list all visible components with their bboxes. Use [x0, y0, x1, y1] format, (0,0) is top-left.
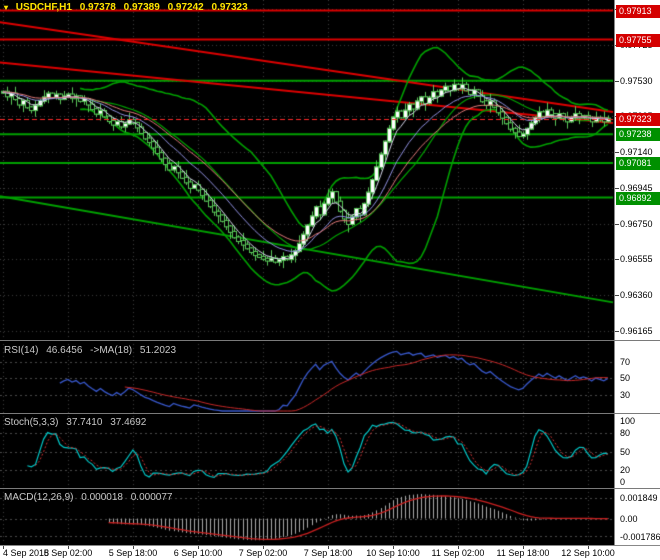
macd-name: MACD(12,26,9) — [4, 492, 74, 503]
price-grid-label: 0.96945 — [620, 182, 653, 193]
rsi-level-label: 50 — [620, 373, 631, 383]
stoch-level-label: 50 — [620, 446, 631, 457]
time-tick — [523, 546, 524, 549]
time-axis-label: 4 Sep 2018 — [3, 548, 50, 558]
macd-signal-value: 0.000077 — [130, 492, 173, 503]
symbol-marker-icon: ▾ — [4, 3, 9, 12]
macd-level-label: -0.001786 — [620, 532, 660, 542]
macd-level-label: 0.00 — [620, 513, 638, 524]
price-grid-label: 0.96555 — [620, 254, 653, 265]
time-tick — [588, 546, 589, 549]
time-axis[interactable]: 4 Sep 2018 5 Sep 02:00 5 Sep 18:00 6 Sep 10… — [0, 545, 660, 560]
price-grid-label: 0.97140 — [620, 147, 653, 158]
time-axis-label: 5 Sep 02:00 — [43, 548, 93, 558]
stoch-indicator-label: Stoch(5,3,3) 37.7410 37.4692 — [4, 417, 151, 428]
time-tick — [68, 546, 69, 549]
time-tick — [133, 546, 134, 549]
time-axis-label: 11 Sep 18:00 — [496, 548, 550, 558]
macd-indicator-label: MACD(12,26,9) 0.000018 0.000077 — [4, 492, 177, 503]
macd-value: 0.000018 — [81, 492, 123, 503]
price-level-badge: 0.97755 — [616, 33, 660, 47]
time-tick — [458, 546, 459, 549]
panel-separator-rsi[interactable] — [0, 340, 660, 341]
price-level-badge: 0.97323 — [616, 112, 660, 126]
rsi-value: 46.6456 — [46, 345, 83, 356]
price-grid-label: 0.96750 — [620, 218, 653, 229]
price-level-badge: 0.96892 — [616, 191, 660, 205]
rsi-name: RSI(14) — [4, 345, 39, 356]
time-tick — [393, 546, 394, 549]
time-axis-label: 6 Sep 10:00 — [173, 548, 223, 558]
ohlc-high: 0.97389 — [123, 2, 160, 13]
price-level-badge: 0.97238 — [616, 128, 660, 142]
time-tick — [198, 546, 199, 549]
price-axis-tick — [615, 331, 619, 332]
panel-separator-macd[interactable] — [0, 488, 660, 489]
time-axis-label: 7 Sep 18:00 — [303, 548, 353, 558]
stoch-level-label: 100 — [620, 415, 636, 426]
ohlc-close: 0.97323 — [211, 2, 248, 13]
time-tick — [3, 546, 4, 549]
time-axis-label: 11 Sep 02:00 — [431, 548, 485, 558]
stoch-level-label: 80 — [620, 428, 631, 439]
price-axis-tick — [615, 81, 619, 82]
rsi-level-label: 30 — [620, 389, 631, 400]
time-axis-label: 12 Sep 10:00 — [561, 548, 615, 558]
price-axis-tick — [615, 224, 619, 225]
price-axis-tick — [615, 188, 619, 189]
rsi-ma-value: 51.2023 — [139, 345, 177, 356]
stoch-k-value: 37.7410 — [66, 417, 103, 428]
rsi-indicator-label: RSI(14) 46.6456 ->MA(18) 51.2023 — [4, 345, 181, 356]
time-axis-label: 10 Sep 10:00 — [366, 548, 420, 558]
price-grid-label: 0.96165 — [620, 325, 653, 336]
time-axis-label: 5 Sep 18:00 — [108, 548, 158, 558]
panel-separator-stoch[interactable] — [0, 413, 660, 414]
stoch-d-value: 37.4692 — [110, 417, 147, 428]
time-tick — [263, 546, 264, 549]
price-axis-tick — [615, 295, 619, 296]
price-grid-label: 0.97530 — [620, 75, 653, 86]
time-axis-label: 7 Sep 02:00 — [238, 548, 288, 558]
rsi-level-label: 70 — [620, 356, 631, 367]
price-axis-tick — [615, 152, 619, 153]
stoch-name: Stoch(5,3,3) — [4, 417, 59, 428]
chart-title: ▾ USDCHF,H1 0.97378 0.97389 0.97242 0.97… — [4, 2, 253, 13]
price-level-badge: 0.97913 — [616, 4, 660, 18]
ohlc-low: 0.97242 — [167, 2, 204, 13]
stoch-level-label: 20 — [620, 464, 631, 475]
macd-level-label: 0.001849 — [620, 493, 658, 503]
price-axis[interactable]: 0.979200.977250.975300.973350.971400.969… — [614, 0, 660, 545]
rsi-ma-name: ->MA(18) — [90, 345, 133, 356]
time-tick — [328, 546, 329, 549]
stoch-level-label: 0 — [620, 477, 626, 488]
price-axis-tick — [615, 259, 619, 260]
price-grid-label: 0.96360 — [620, 290, 653, 301]
price-level-badge: 0.97081 — [616, 156, 660, 170]
ohlc-open: 0.97378 — [79, 2, 116, 13]
chart-symbol-period: USDCHF,H1 — [15, 2, 72, 13]
